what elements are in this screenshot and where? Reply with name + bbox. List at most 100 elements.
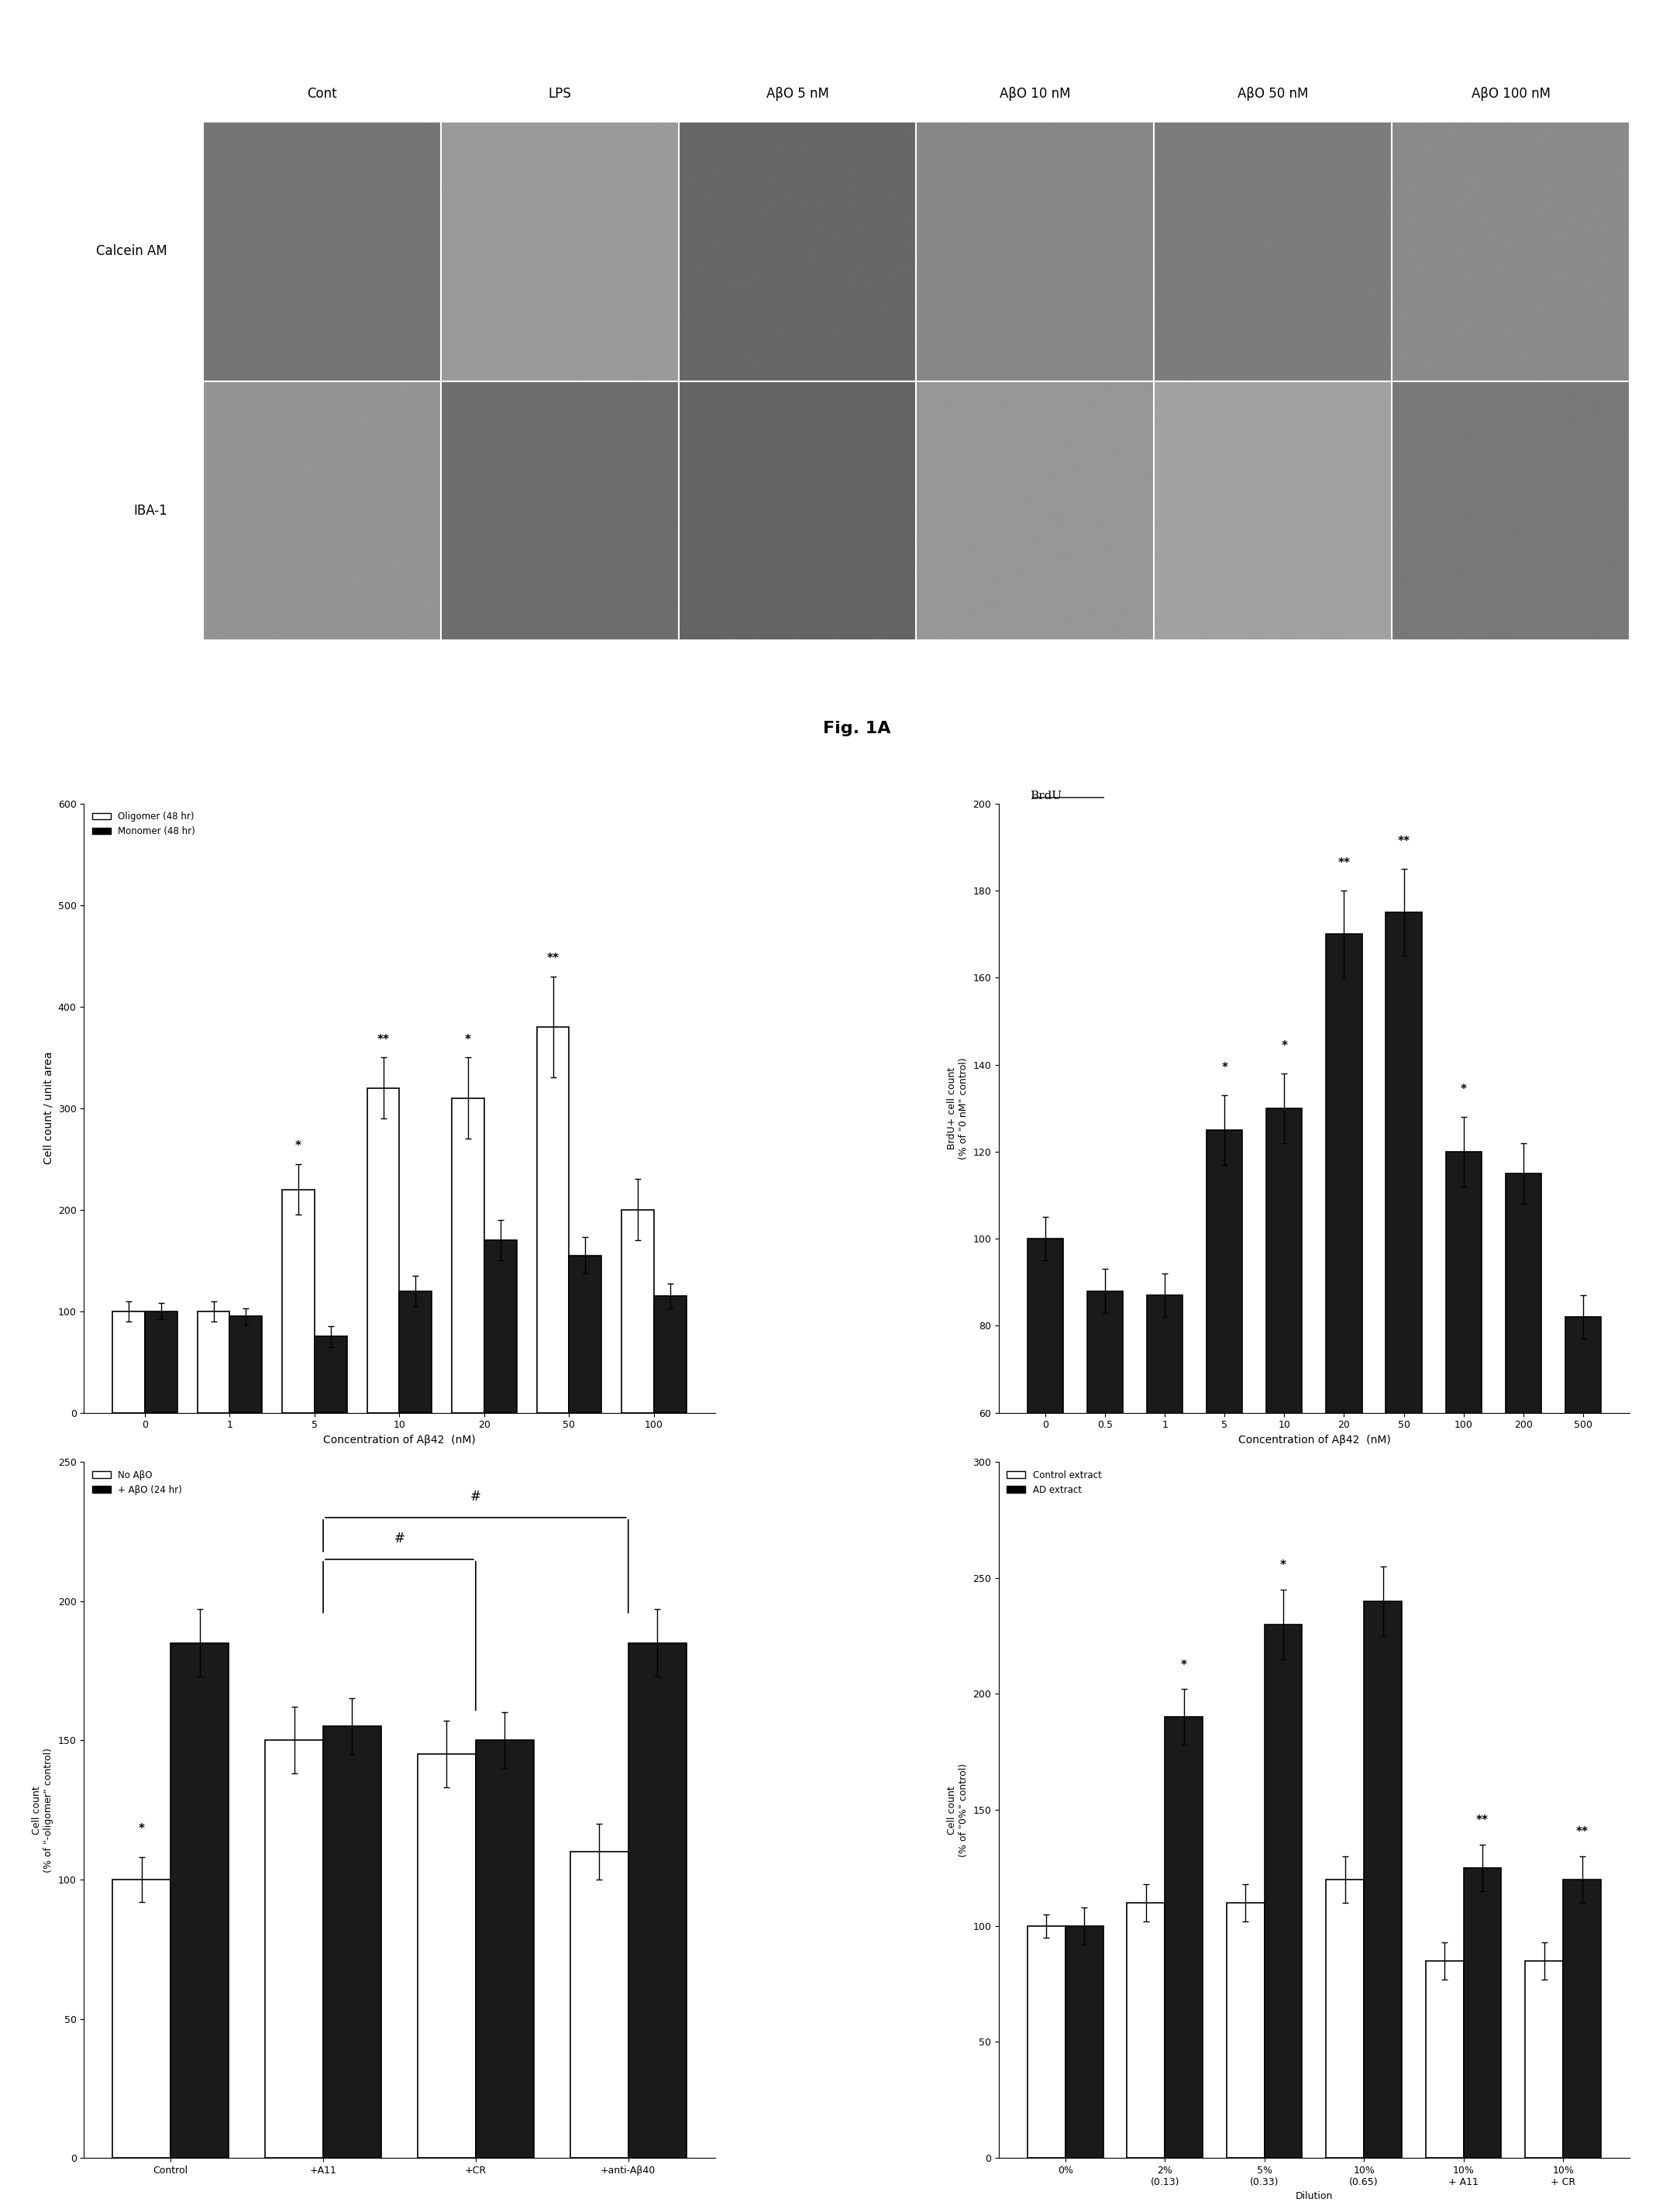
- Point: [1038, 108, 1065, 143]
- Point: [927, 559, 954, 595]
- Point: [237, 299, 264, 335]
- Point: [615, 319, 642, 355]
- Point: [1174, 570, 1201, 606]
- Point: [1494, 282, 1520, 317]
- Point: [1294, 484, 1320, 520]
- Point: [1394, 187, 1421, 222]
- Point: [1425, 436, 1452, 471]
- Point: [316, 148, 343, 183]
- Point: [869, 286, 895, 321]
- Point: [237, 462, 264, 498]
- Point: [457, 348, 484, 383]
- Point: [654, 346, 680, 381]
- Point: [811, 511, 838, 546]
- Point: [1368, 502, 1394, 537]
- Point: [398, 460, 425, 495]
- Point: [939, 170, 966, 205]
- Point: [791, 537, 818, 573]
- Point: [449, 579, 475, 614]
- Point: [1074, 539, 1100, 575]
- Point: [1144, 546, 1171, 581]
- Point: [486, 592, 512, 628]
- Point: [368, 167, 395, 203]
- Point: [964, 321, 991, 357]
- Point: [1452, 282, 1478, 317]
- Point: [223, 601, 250, 636]
- Point: [1539, 590, 1566, 625]
- Point: [469, 306, 496, 341]
- Point: [953, 595, 979, 630]
- Point: [348, 150, 375, 185]
- Point: [830, 379, 857, 414]
- Point: [879, 198, 906, 233]
- Point: [991, 421, 1018, 456]
- Point: [697, 159, 724, 194]
- Point: [1156, 214, 1183, 249]
- Point: [954, 350, 981, 385]
- Point: [1077, 359, 1104, 394]
- Point: [193, 269, 220, 304]
- Point: [662, 528, 689, 564]
- Point: [259, 132, 286, 167]
- Point: [1341, 119, 1368, 154]
- Point: [842, 478, 869, 513]
- Point: [1561, 350, 1588, 385]
- Point: [628, 196, 655, 231]
- Point: [1547, 170, 1574, 205]
- Point: [1499, 586, 1525, 621]
- Point: [195, 570, 222, 606]
- Point: [381, 550, 408, 586]
- Point: [1142, 317, 1169, 352]
- Point: [237, 454, 264, 489]
- Point: [889, 566, 916, 601]
- Point: [1035, 255, 1062, 291]
- Point: [1362, 491, 1389, 526]
- Point: [1347, 216, 1374, 251]
- Point: [1480, 495, 1507, 531]
- Point: [996, 154, 1023, 189]
- Point: [1289, 460, 1315, 495]
- Bar: [1566, 1317, 1601, 1674]
- Point: [820, 249, 847, 284]
- Point: [885, 445, 912, 480]
- Point: [741, 220, 768, 255]
- Point: [815, 198, 842, 233]
- Point: [276, 352, 302, 388]
- Point: [712, 359, 739, 394]
- Point: [1388, 220, 1415, 255]
- Point: [1463, 161, 1490, 196]
- Point: [1063, 566, 1090, 601]
- Point: [1389, 564, 1416, 599]
- Point: [1567, 231, 1594, 266]
- Point: [381, 416, 408, 451]
- Point: [546, 599, 573, 634]
- Point: [232, 480, 259, 515]
- Point: [486, 555, 512, 590]
- Point: [358, 328, 385, 363]
- Point: [230, 167, 257, 203]
- Point: [1003, 357, 1030, 392]
- Point: [682, 509, 709, 544]
- Point: [339, 377, 366, 412]
- Point: [654, 449, 680, 484]
- Point: [741, 410, 768, 445]
- Point: [936, 148, 963, 183]
- Point: [608, 185, 635, 220]
- Point: [1173, 407, 1200, 443]
- Point: [413, 299, 440, 335]
- Point: [487, 462, 514, 498]
- Point: [926, 617, 953, 652]
- Point: [1211, 599, 1238, 634]
- Point: [1334, 573, 1361, 608]
- Point: [953, 108, 979, 143]
- Point: [459, 143, 486, 178]
- Point: [595, 143, 622, 178]
- Point: [996, 205, 1023, 240]
- Point: [276, 225, 302, 260]
- Legend: Control extract, AD extract: Control extract, AD extract: [1003, 1467, 1105, 1500]
- Point: [1211, 513, 1238, 548]
- Point: [660, 553, 687, 588]
- Point: [575, 196, 601, 231]
- Point: [1211, 487, 1238, 522]
- Point: [215, 542, 242, 577]
